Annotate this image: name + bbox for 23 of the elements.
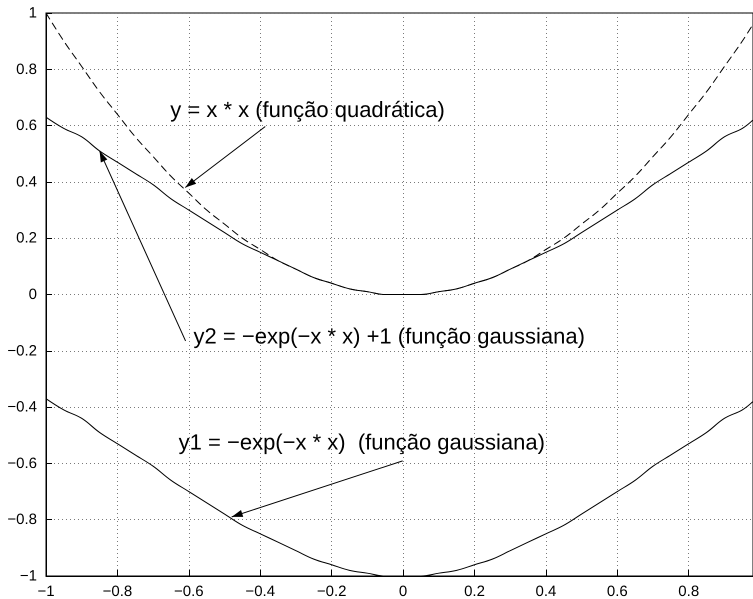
- x-tick-label: −0.8: [102, 583, 132, 599]
- x-tick-label: −0.2: [316, 583, 346, 599]
- y-tick-label: −0.2: [7, 342, 37, 360]
- x-tick-label: 0: [398, 583, 408, 599]
- annotation: y2 = −exp(−x * x) +1 (função gaussiana): [194, 323, 585, 348]
- annotation: y1 = −exp(−x * x) (função gaussiana): [178, 429, 545, 454]
- x-tick-label: 0.6: [606, 583, 628, 599]
- x-tick-label: 0.2: [464, 583, 485, 599]
- y-tick-label: 0: [28, 286, 37, 303]
- y-tick-label: −0.8: [7, 511, 37, 528]
- x-tick-label: −0.4: [245, 583, 276, 599]
- x-tick-label: −0.6: [174, 583, 204, 599]
- y-tick-label: −1: [20, 568, 37, 584]
- y-tick-label: 0.4: [16, 173, 37, 190]
- y-tick-label: 0.2: [16, 230, 37, 247]
- y-tick-label: 0.6: [16, 117, 37, 134]
- annotation: y = x * x (função quadrática): [170, 97, 445, 122]
- y-tick-label: −0.6: [7, 454, 37, 472]
- x-tick-label: 0.8: [678, 583, 700, 599]
- x-tick-label: 0.4: [535, 583, 556, 599]
- y-tick-label: −0.4: [7, 398, 37, 416]
- y-tick-label: 1: [28, 4, 37, 22]
- y-tick-label: 0.8: [16, 60, 37, 78]
